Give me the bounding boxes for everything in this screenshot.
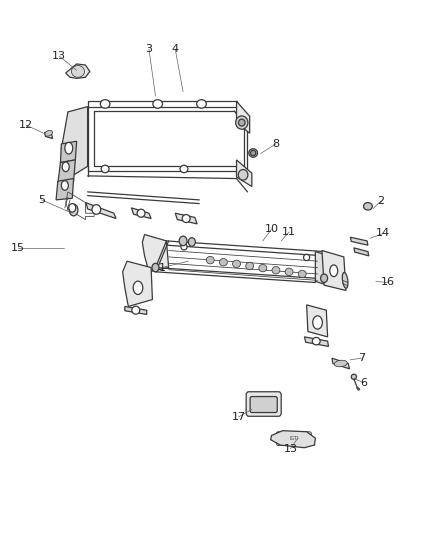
Polygon shape <box>357 387 360 390</box>
Text: 1: 1 <box>159 263 166 272</box>
Polygon shape <box>123 261 152 306</box>
Text: 11: 11 <box>282 227 296 237</box>
Ellipse shape <box>179 236 187 246</box>
Text: 8: 8 <box>272 139 279 149</box>
Ellipse shape <box>351 374 357 379</box>
Text: 6: 6 <box>360 378 367 387</box>
Polygon shape <box>304 337 328 346</box>
Ellipse shape <box>321 274 328 282</box>
Text: 13: 13 <box>283 444 297 454</box>
Ellipse shape <box>152 263 159 272</box>
Polygon shape <box>142 235 169 272</box>
Polygon shape <box>61 107 88 176</box>
Text: 3: 3 <box>145 44 152 54</box>
Text: 10: 10 <box>265 224 279 234</box>
Ellipse shape <box>334 360 347 367</box>
Ellipse shape <box>181 244 187 250</box>
Text: 17: 17 <box>232 412 246 422</box>
Ellipse shape <box>238 119 245 126</box>
Text: IGTI: IGTI <box>289 436 299 441</box>
Polygon shape <box>271 431 315 448</box>
Ellipse shape <box>313 316 322 329</box>
Ellipse shape <box>61 181 68 190</box>
Ellipse shape <box>246 262 254 270</box>
Ellipse shape <box>182 215 190 223</box>
Polygon shape <box>85 203 116 219</box>
Ellipse shape <box>188 238 195 246</box>
Ellipse shape <box>65 142 73 154</box>
Text: 5: 5 <box>38 195 45 205</box>
Polygon shape <box>322 251 346 290</box>
Ellipse shape <box>180 165 188 173</box>
Ellipse shape <box>132 306 140 314</box>
Text: 12: 12 <box>19 120 33 130</box>
Polygon shape <box>58 160 75 184</box>
Polygon shape <box>315 252 333 287</box>
Ellipse shape <box>45 131 53 136</box>
Text: 16: 16 <box>381 278 395 287</box>
Polygon shape <box>237 101 250 133</box>
Text: 14: 14 <box>376 229 390 238</box>
Ellipse shape <box>101 165 109 173</box>
FancyBboxPatch shape <box>250 397 277 413</box>
Polygon shape <box>125 306 147 314</box>
Polygon shape <box>131 208 151 219</box>
Text: 15: 15 <box>11 243 25 253</box>
Ellipse shape <box>249 149 258 157</box>
Polygon shape <box>45 132 53 139</box>
FancyBboxPatch shape <box>276 432 311 446</box>
Ellipse shape <box>343 272 348 288</box>
Ellipse shape <box>304 254 310 261</box>
Ellipse shape <box>259 264 267 272</box>
Polygon shape <box>56 179 74 200</box>
Ellipse shape <box>233 260 240 268</box>
Ellipse shape <box>133 281 143 294</box>
Ellipse shape <box>137 209 145 217</box>
Ellipse shape <box>71 66 85 77</box>
Text: 4: 4 <box>172 44 179 54</box>
Ellipse shape <box>206 256 214 264</box>
Polygon shape <box>175 213 197 224</box>
Ellipse shape <box>100 100 110 108</box>
Text: 7: 7 <box>358 353 365 363</box>
Ellipse shape <box>219 259 227 266</box>
Ellipse shape <box>69 204 76 212</box>
Ellipse shape <box>92 205 101 214</box>
Ellipse shape <box>238 169 248 180</box>
Ellipse shape <box>62 162 69 172</box>
Polygon shape <box>350 237 368 245</box>
Ellipse shape <box>272 266 280 274</box>
Ellipse shape <box>364 203 372 210</box>
Polygon shape <box>332 358 350 369</box>
Text: 13: 13 <box>52 51 66 61</box>
Polygon shape <box>60 141 77 163</box>
Ellipse shape <box>197 100 206 108</box>
Ellipse shape <box>69 204 78 216</box>
Ellipse shape <box>153 100 162 108</box>
Polygon shape <box>354 248 369 256</box>
FancyBboxPatch shape <box>246 392 281 416</box>
Ellipse shape <box>285 268 293 276</box>
Ellipse shape <box>330 265 338 277</box>
Polygon shape <box>66 64 90 78</box>
Text: 2: 2 <box>378 196 385 206</box>
Ellipse shape <box>236 116 248 130</box>
Ellipse shape <box>312 337 320 345</box>
Polygon shape <box>307 305 328 337</box>
Ellipse shape <box>298 270 306 278</box>
Ellipse shape <box>251 150 256 156</box>
Polygon shape <box>237 160 252 187</box>
